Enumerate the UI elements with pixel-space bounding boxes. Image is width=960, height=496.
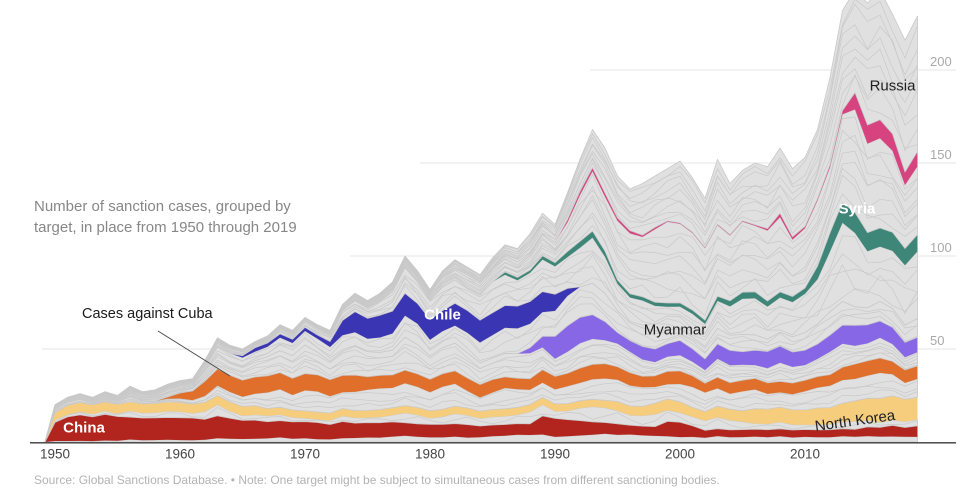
gray-band-boundary: [44, 406, 918, 443]
area-cuba: [45, 358, 918, 442]
area-north_korea: [45, 395, 918, 442]
x-tick-1970: 1970: [290, 447, 320, 462]
gray-band-boundary: [44, 289, 918, 443]
stack-areas: [44, 0, 918, 443]
gray-band-boundary: [44, 352, 918, 443]
x-tick-1950: 1950: [40, 447, 70, 462]
x-tick-1980: 1980: [415, 447, 445, 462]
x-tick-1990: 1990: [540, 447, 570, 462]
gray-band-boundary: [44, 352, 918, 443]
x-tick-1960: 1960: [165, 447, 195, 462]
y-tick-200: 200: [930, 54, 952, 69]
gray-band-boundary: [44, 385, 918, 443]
gray-band-boundary: [44, 303, 918, 443]
gray-band-boundary: [44, 380, 918, 443]
gray-band-boundary: [44, 235, 918, 443]
gray-band-boundary: [44, 0, 918, 443]
annotation-leader-line: [157, 330, 231, 377]
gray-band-boundary: [44, 347, 918, 443]
y-tick-100: 100: [930, 240, 952, 255]
source-note: Source: Global Sanctions Database. • Not…: [34, 473, 720, 487]
gray-band-boundary: [44, 389, 918, 443]
gray-band-boundary: [44, 254, 918, 443]
annotation-cases-against-cuba: Cases against Cuba: [82, 306, 213, 322]
y-tick-50: 50: [930, 333, 944, 348]
x-tick-2010: 2010: [790, 447, 820, 462]
gray-band-boundary: [44, 296, 918, 443]
y-tick-150: 150: [930, 147, 952, 162]
chart-subtitle: Number of sanction cases, grouped by tar…: [34, 198, 297, 236]
gray-band-boundary: [44, 342, 918, 443]
x-tick-2000: 2000: [665, 447, 695, 462]
